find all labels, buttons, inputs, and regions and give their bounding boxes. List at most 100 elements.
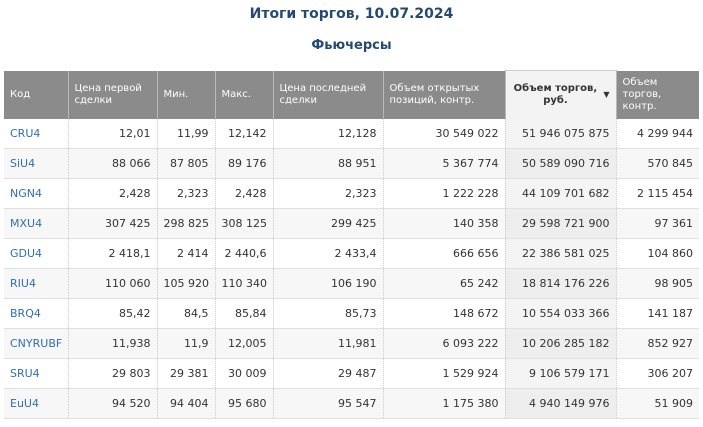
first-price-cell: 88 066 [68, 148, 158, 179]
open-interest-cell: 666 656 [383, 238, 506, 269]
code-cell[interactable]: MXU4 [4, 208, 69, 239]
volume-rub-cell: 44 109 701 682 [505, 178, 617, 209]
max-cell: 12,005 [215, 328, 274, 359]
table-row: SiU4 88 066 87 805 89 176 88 951 5 367 774 50 … [4, 148, 699, 179]
volume-contracts-cell: 104 860 [616, 238, 699, 269]
min-cell: 105 920 [157, 268, 216, 299]
first-price-cell: 12,01 [68, 119, 158, 149]
volume-contracts-cell: 98 905 [616, 268, 699, 299]
volume-contracts-cell: 2 115 454 [616, 178, 699, 209]
first-price-cell: 2 418,1 [68, 238, 158, 269]
last-price-cell: 85,73 [273, 298, 384, 329]
volume-rub-cell: 10 554 033 366 [505, 298, 617, 329]
first-price-cell: 85,42 [68, 298, 158, 329]
volume-contracts-cell: 97 361 [616, 208, 699, 239]
column-header-max[interactable]: Макс. [215, 70, 274, 119]
table-row: RIU4 110 060 105 920 110 340 106 190 65 242 18… [4, 268, 699, 299]
last-price-cell: 106 190 [273, 268, 384, 299]
code-cell[interactable]: NGN4 [4, 178, 69, 209]
column-header-volume-contracts[interactable]: Объем торгов, контр. [616, 70, 699, 119]
volume-contracts-cell: 141 187 [616, 298, 699, 329]
volume-contracts-cell: 852 927 [616, 328, 699, 359]
table-row: GDU4 2 418,1 2 414 2 440,6 2 433,4 666 656 22 … [4, 238, 699, 269]
volume-contracts-cell: 4 299 944 [616, 119, 699, 149]
max-cell: 95 680 [215, 388, 274, 419]
min-cell: 298 825 [157, 208, 216, 239]
volume-contracts-cell: 570 845 [616, 148, 699, 179]
max-cell: 85,84 [215, 298, 274, 329]
volume-rub-cell: 18 814 176 226 [505, 268, 617, 299]
open-interest-cell: 5 367 774 [383, 148, 506, 179]
min-cell: 11,9 [157, 328, 216, 359]
page-subtitle: Фьючерсы [311, 38, 392, 53]
last-price-cell: 95 547 [273, 388, 384, 419]
table-row: NGN4 2,428 2,323 2,428 2,323 1 222 228 44 109 … [4, 178, 699, 209]
code-cell[interactable]: BRQ4 [4, 298, 69, 329]
max-cell: 2,428 [215, 178, 274, 209]
last-price-cell: 29 487 [273, 358, 384, 389]
open-interest-cell: 1 175 380 [383, 388, 506, 419]
open-interest-cell: 65 242 [383, 268, 506, 299]
min-cell: 2,323 [157, 178, 216, 209]
volume-rub-cell: 51 946 075 875 [505, 119, 617, 149]
column-header-code[interactable]: Код [4, 70, 69, 119]
max-cell: 2 440,6 [215, 238, 274, 269]
futures-table: Код Цена первой сделки Мин. Макс. Цена п… [4, 70, 699, 419]
code-cell[interactable]: EuU4 [4, 388, 69, 419]
first-price-cell: 29 803 [68, 358, 158, 389]
max-cell: 89 176 [215, 148, 274, 179]
min-cell: 11,99 [157, 119, 216, 149]
code-cell[interactable]: RIU4 [4, 268, 69, 299]
first-price-cell: 11,938 [68, 328, 158, 359]
code-cell[interactable]: CRU4 [4, 119, 69, 149]
code-cell[interactable]: SiU4 [4, 148, 69, 179]
first-price-cell: 110 060 [68, 268, 158, 299]
last-price-cell: 11,981 [273, 328, 384, 359]
last-price-cell: 88 951 [273, 148, 384, 179]
first-price-cell: 94 520 [68, 388, 158, 419]
last-price-cell: 2 433,4 [273, 238, 384, 269]
open-interest-cell: 148 672 [383, 298, 506, 329]
column-header-open-interest[interactable]: Объем открытых позиций, контр. [383, 70, 506, 119]
column-header-min[interactable]: Мин. [157, 70, 216, 119]
volume-rub-cell: 50 589 090 716 [505, 148, 617, 179]
volume-rub-cell: 22 386 581 025 [505, 238, 617, 269]
table-header-row: Код Цена первой сделки Мин. Макс. Цена п… [4, 70, 699, 119]
open-interest-cell: 140 358 [383, 208, 506, 239]
column-header-last-price[interactable]: Цена последней сделки [273, 70, 384, 119]
sort-desc-icon: ▼ [603, 90, 610, 99]
first-price-cell: 2,428 [68, 178, 158, 209]
column-header-volume-rub-label: Объем торгов, руб. [513, 83, 598, 106]
volume-contracts-cell: 51 909 [616, 388, 699, 419]
page-title: Итоги торгов, 10.07.2024 [249, 6, 454, 22]
open-interest-cell: 1 529 924 [383, 358, 506, 389]
volume-rub-cell: 10 206 285 182 [505, 328, 617, 359]
first-price-cell: 307 425 [68, 208, 158, 239]
code-cell[interactable]: SRU4 [4, 358, 69, 389]
max-cell: 110 340 [215, 268, 274, 299]
volume-rub-cell: 29 598 721 900 [505, 208, 617, 239]
open-interest-cell: 6 093 222 [383, 328, 506, 359]
volume-contracts-cell: 306 207 [616, 358, 699, 389]
min-cell: 2 414 [157, 238, 216, 269]
table-row: MXU4 307 425 298 825 308 125 299 425 140 358 2… [4, 208, 699, 239]
volume-rub-cell: 4 940 149 976 [505, 388, 617, 419]
table-row: SRU4 29 803 29 381 30 009 29 487 1 529 924 9 1… [4, 358, 699, 389]
min-cell: 29 381 [157, 358, 216, 389]
min-cell: 87 805 [157, 148, 216, 179]
column-header-volume-rub[interactable]: Объем торгов, руб. ▼ [505, 70, 617, 119]
code-cell[interactable]: GDU4 [4, 238, 69, 269]
column-header-first-price[interactable]: Цена первой сделки [68, 70, 158, 119]
table-row: EuU4 94 520 94 404 95 680 95 547 1 175 380 4 9… [4, 388, 699, 419]
open-interest-cell: 30 549 022 [383, 119, 506, 149]
max-cell: 12,142 [215, 119, 274, 149]
code-cell[interactable]: CNYRUBF [4, 328, 69, 359]
open-interest-cell: 1 222 228 [383, 178, 506, 209]
last-price-cell: 12,128 [273, 119, 384, 149]
volume-rub-cell: 9 106 579 171 [505, 358, 617, 389]
table-row: CNYRUBF 11,938 11,9 12,005 11,981 6 093 222 10… [4, 328, 699, 359]
min-cell: 84,5 [157, 298, 216, 329]
last-price-cell: 2,323 [273, 178, 384, 209]
last-price-cell: 299 425 [273, 208, 384, 239]
max-cell: 308 125 [215, 208, 274, 239]
